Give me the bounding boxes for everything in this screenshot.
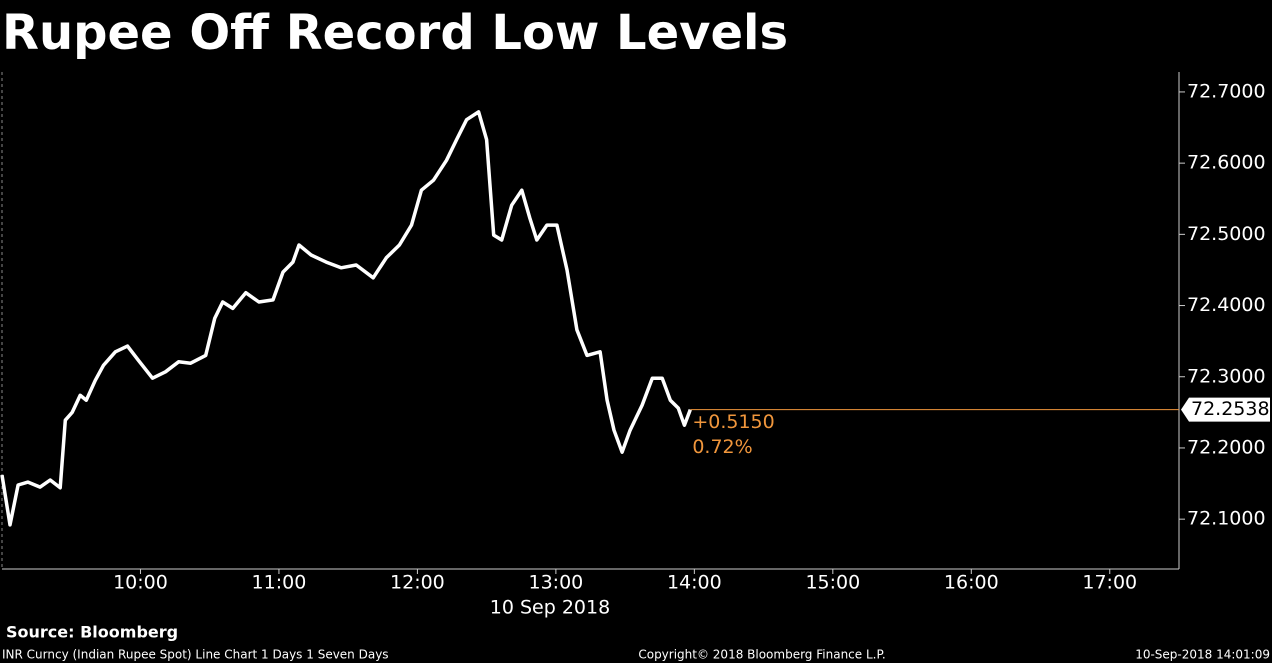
y-tick-label: 72.3000: [1187, 365, 1266, 387]
x-tick-label: 17:00: [1082, 572, 1137, 594]
annotation: 0.72%: [692, 436, 752, 458]
x-tick-label: 10:00: [113, 572, 168, 594]
x-tick-label: 11:00: [252, 572, 307, 594]
source: Source: Bloomberg: [6, 623, 178, 642]
footer-left: INR Curncy (Indian Rupee Spot) Line Char…: [2, 648, 389, 662]
y-tick-label: 72.1000: [1187, 508, 1266, 530]
last-value-label: 72.2538: [1191, 398, 1270, 420]
y-tick-label: 72.7000: [1187, 80, 1266, 102]
annotation: +0.5150: [692, 411, 774, 433]
x-tick-label: 15:00: [805, 572, 860, 594]
y-tick-label: 72.4000: [1187, 294, 1266, 316]
x-tick-label: 16:00: [944, 572, 999, 594]
x-tick-label: 14:00: [667, 572, 722, 594]
x-axis-label: 10 Sep 2018: [490, 597, 610, 619]
line: [0, 110, 692, 527]
y-tick-label: 72.5000: [1187, 223, 1266, 245]
footer-center: Copyright© 2018 Bloomberg Finance L.P.: [638, 648, 885, 662]
x-tick-label: 13:00: [528, 572, 583, 594]
footer-right: 10-Sep-2018 14:01:09: [1135, 648, 1270, 662]
chart-title: Rupee Off Record Low Levels: [2, 5, 788, 61]
y-tick-label: 72.6000: [1187, 152, 1266, 174]
y-tick-label: 72.2000: [1187, 436, 1266, 458]
x-tick-label: 12:00: [390, 572, 445, 594]
last-value-box: [1181, 397, 1270, 422]
